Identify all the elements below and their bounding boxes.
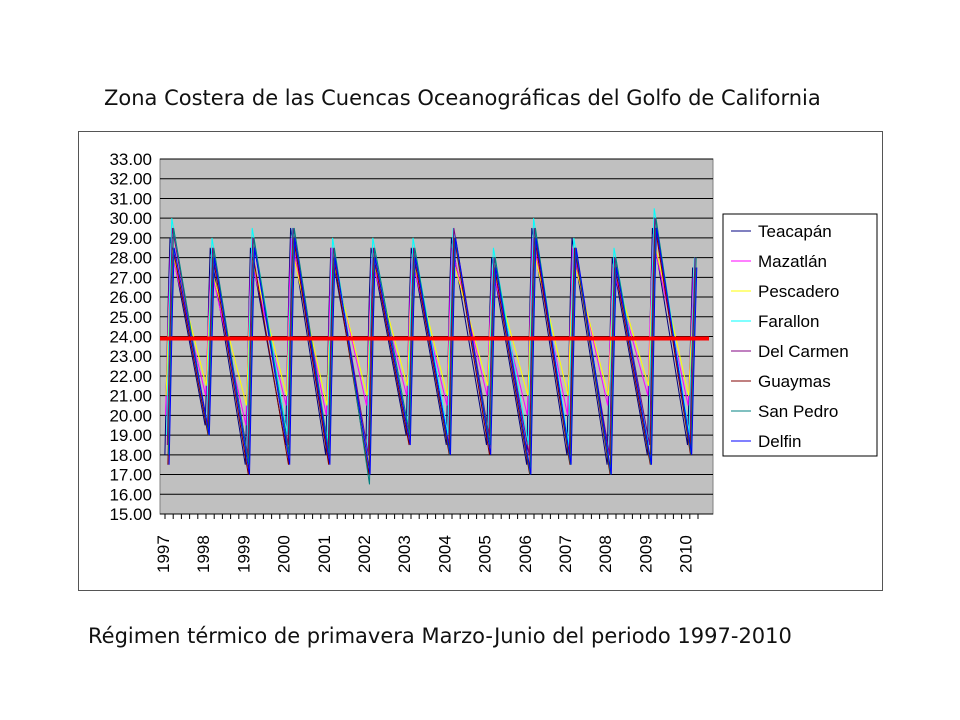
x-tick-label: 1999 (234, 535, 253, 573)
y-tick-label: 28.00 (109, 249, 152, 268)
chart-frame: 15.00 16.00 17.00 18.00 19.00 20.00 21.00 22.00… (78, 131, 883, 591)
y-tick-label: 20.00 (109, 406, 152, 425)
legend-label: Del Carmen (758, 342, 849, 361)
slide-caption: Régimen térmico de primavera Marzo-Junio… (88, 624, 792, 648)
y-tick-label: 15.00 (109, 505, 152, 524)
x-tick-label: 2009 (636, 535, 655, 573)
x-tick-label: 2002 (355, 535, 374, 573)
legend-entries: Teacapán Mazatlán Pescadero Farallon Del Car… (731, 222, 849, 451)
legend-label: Mazatlán (758, 252, 827, 271)
legend-label: Pescadero (758, 282, 839, 301)
y-tick-label: 21.00 (109, 387, 152, 406)
x-tick-label: 2003 (395, 535, 414, 573)
x-tick-label: 2010 (677, 535, 696, 573)
x-tick-label: 2005 (476, 535, 495, 573)
line-chart: 15.0016.0017.0018.0019.0020.0021.0022.00… (109, 150, 878, 573)
y-tick-label: 27.00 (109, 268, 152, 287)
y-tick-label: 19.00 (109, 426, 152, 445)
x-tick-label: 2007 (556, 535, 575, 573)
x-tick-label: 2000 (275, 535, 294, 573)
series-lines (164, 208, 698, 485)
x-tick-label: 1997 (154, 535, 173, 573)
x-tick-label: 2008 (596, 535, 615, 573)
y-tick-label: 16.00 (109, 485, 152, 504)
y-tick-label: 18.00 (109, 446, 152, 465)
y-tick-label: 29.00 (109, 229, 152, 248)
slide-title: Zona Costera de las Cuencas Oceanográfic… (104, 86, 821, 110)
y-tick-label: 31.00 (109, 189, 152, 208)
legend-label: Guaymas (758, 372, 831, 391)
x-tick-label: 2006 (516, 535, 535, 573)
y-tick-label: 23.00 (109, 347, 152, 366)
y-tick-label: 24.00 (109, 328, 152, 347)
legend: Teacapán Mazatlán Pescadero Farallon Del Car… (722, 213, 878, 457)
x-tick-label: 2001 (315, 535, 334, 573)
legend-label: Farallon (758, 312, 819, 331)
legend-label: San Pedro (758, 402, 838, 421)
y-tick-label: 33.00 (109, 150, 152, 169)
y-tick-label: 32.00 (109, 170, 152, 189)
y-tick-label: 26.00 (109, 288, 152, 307)
x-tick-labels: 1997 1998 1999 2000 2001 2002 2003 2004 2005 2006… (154, 535, 696, 573)
legend-label: Delfin (758, 432, 801, 451)
axis-ticks (164, 514, 699, 519)
y-tick-label: 17.00 (109, 466, 152, 485)
y-tick-label: 22.00 (109, 367, 152, 386)
x-tick-label: 2004 (435, 535, 454, 573)
y-tick-label: 30.00 (109, 209, 152, 228)
legend-label: Teacapán (758, 222, 832, 241)
legend-box (722, 213, 878, 457)
x-tick-label: 1998 (194, 535, 213, 573)
y-tick-labels: 15.0016.0017.0018.0019.0020.0021.0022.00… (109, 150, 152, 524)
y-tick-label: 25.00 (109, 308, 152, 327)
